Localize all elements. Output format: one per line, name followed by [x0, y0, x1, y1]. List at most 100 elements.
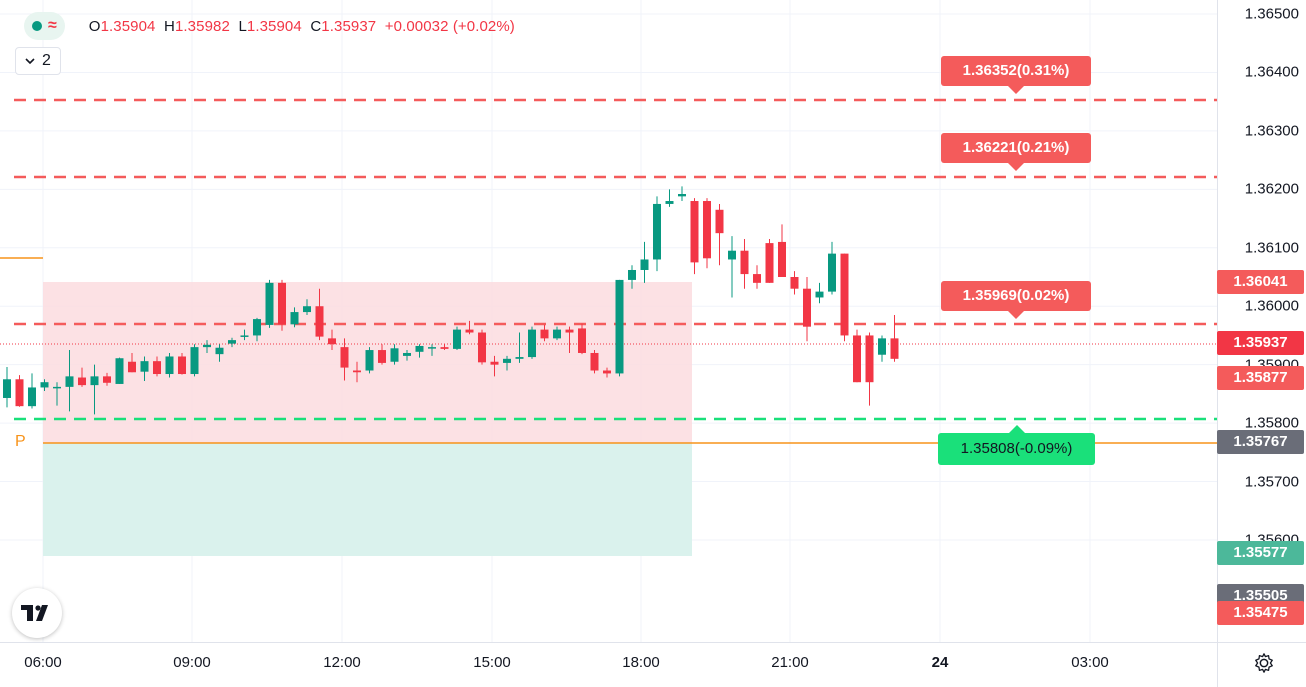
candle[interactable]: [565, 326, 574, 353]
symbol-status-pill[interactable]: ≈: [24, 12, 65, 40]
candle[interactable]: [615, 279, 624, 377]
chart-pane[interactable]: ≈ O1.35904 H1.35982 L1.35904 C1.35937 +0…: [0, 0, 1217, 642]
gear-icon[interactable]: [1253, 652, 1275, 674]
candle[interactable]: [328, 329, 336, 351]
candle[interactable]: [128, 352, 136, 373]
price-badge[interactable]: 1.35475: [1217, 601, 1304, 626]
candlestick-chart[interactable]: [0, 0, 1217, 642]
price-badge[interactable]: 1.35577: [1217, 541, 1304, 566]
candle[interactable]: [178, 352, 186, 375]
candle[interactable]: [315, 288, 324, 341]
candle[interactable]: [165, 352, 174, 378]
candle[interactable]: [715, 203, 724, 266]
candle[interactable]: [815, 282, 824, 304]
candle[interactable]: [478, 329, 486, 365]
candle[interactable]: [28, 373, 36, 409]
candle[interactable]: [665, 189, 674, 207]
candle[interactable]: [603, 367, 611, 378]
candle[interactable]: [703, 198, 711, 269]
candle[interactable]: [140, 356, 149, 382]
candle-body: [503, 358, 511, 363]
candle[interactable]: [65, 350, 74, 412]
candle[interactable]: [540, 324, 549, 342]
candle[interactable]: [628, 265, 636, 289]
high-value: 1.35982: [174, 17, 230, 35]
candle[interactable]: [340, 338, 349, 381]
candle[interactable]: [15, 375, 24, 407]
candle[interactable]: [203, 340, 211, 353]
candle[interactable]: [790, 271, 799, 295]
level-tag-4[interactable]: 1.35808(-0.09%): [938, 425, 1095, 465]
candle[interactable]: [453, 326, 461, 351]
candle-body: [728, 250, 736, 260]
candle[interactable]: [840, 253, 849, 342]
candles: [3, 186, 899, 415]
close-key: C: [310, 17, 322, 35]
candle[interactable]: [53, 382, 61, 406]
candle[interactable]: [365, 347, 374, 374]
candle[interactable]: [490, 355, 499, 377]
tradingview-logo[interactable]: [12, 588, 62, 638]
candle[interactable]: [190, 344, 199, 377]
candle[interactable]: [40, 379, 49, 391]
candle[interactable]: [890, 314, 899, 362]
price-badge[interactable]: 1.36041: [1217, 270, 1304, 295]
candle[interactable]: [803, 277, 811, 342]
candle[interactable]: [828, 241, 836, 295]
candle[interactable]: [515, 332, 524, 363]
candle[interactable]: [403, 350, 411, 361]
candle[interactable]: [690, 198, 699, 275]
candle[interactable]: [215, 344, 224, 362]
candle[interactable]: [578, 323, 586, 355]
candle[interactable]: [778, 224, 786, 277]
level-tag-2[interactable]: 1.36221(0.21%): [941, 133, 1091, 171]
candle[interactable]: [378, 344, 386, 365]
candle[interactable]: [678, 186, 686, 202]
candle[interactable]: [853, 329, 861, 383]
candle[interactable]: [765, 239, 774, 283]
level-tag-3[interactable]: 1.35969(0.02%): [941, 281, 1091, 319]
close-value: 1.35937: [321, 17, 377, 35]
candle[interactable]: [415, 344, 424, 358]
candle[interactable]: [740, 239, 749, 289]
candle[interactable]: [153, 356, 161, 377]
candle[interactable]: [528, 326, 536, 359]
candle[interactable]: [253, 317, 261, 342]
candle[interactable]: [228, 337, 236, 348]
candle[interactable]: [265, 279, 274, 328]
indicators-toggle-button[interactable]: 2: [15, 47, 61, 75]
price-badge[interactable]: 1.35937: [1217, 331, 1304, 356]
candle[interactable]: [753, 265, 761, 289]
candle[interactable]: [290, 307, 299, 328]
candle[interactable]: [240, 329, 249, 341]
candle[interactable]: [353, 361, 361, 383]
candle[interactable]: [303, 299, 311, 315]
price-tick-label: 1.35800: [1244, 414, 1299, 432]
time-axis[interactable]: [0, 642, 1217, 687]
candle[interactable]: [90, 364, 99, 415]
position-profit-zone[interactable]: [43, 443, 692, 556]
candle[interactable]: [78, 367, 86, 387]
candle[interactable]: [428, 344, 436, 356]
time-tick-label: 06:00: [24, 654, 62, 671]
candle[interactable]: [553, 326, 561, 341]
candle[interactable]: [440, 344, 449, 351]
candle[interactable]: [728, 236, 736, 298]
candle[interactable]: [878, 335, 886, 362]
candle[interactable]: [865, 332, 874, 406]
candle[interactable]: [278, 279, 286, 331]
candle[interactable]: [3, 367, 11, 408]
candle[interactable]: [115, 357, 124, 384]
candle[interactable]: [590, 350, 599, 374]
candle[interactable]: [103, 372, 111, 386]
candle[interactable]: [503, 355, 511, 371]
candle[interactable]: [390, 344, 399, 365]
price-badge[interactable]: 1.35877: [1217, 366, 1304, 391]
price-badge[interactable]: 1.35767: [1217, 430, 1304, 455]
level-tag-1[interactable]: 1.36352(0.31%): [941, 56, 1091, 94]
candle[interactable]: [465, 320, 474, 335]
candle[interactable]: [640, 241, 649, 283]
candle[interactable]: [653, 196, 661, 272]
candle-body: [253, 319, 261, 336]
candle-body: [628, 269, 636, 280]
